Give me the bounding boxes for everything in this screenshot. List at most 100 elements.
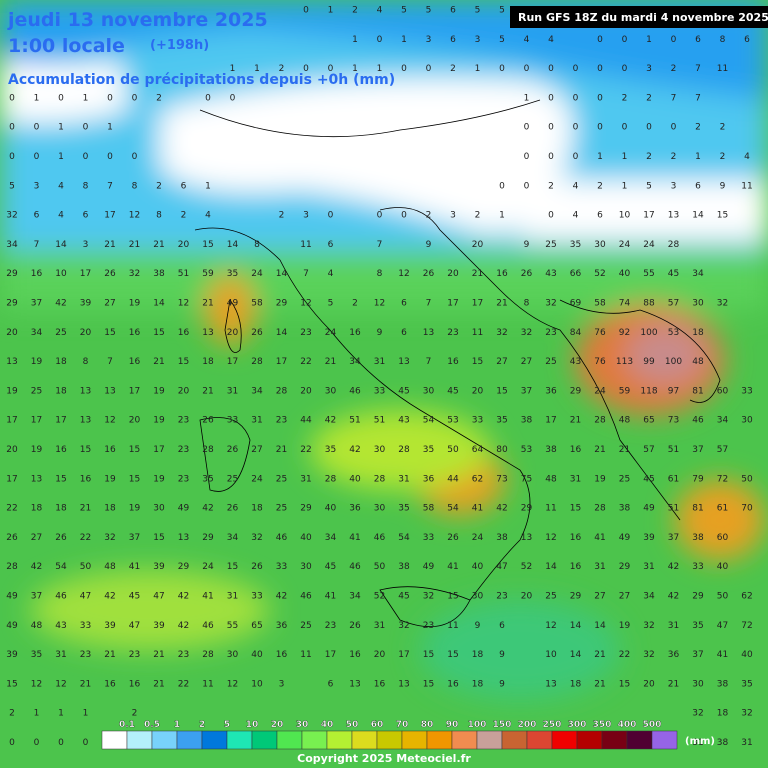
grid-value: 54 bbox=[447, 504, 459, 514]
grid-value: 28 bbox=[325, 474, 337, 484]
grid-value: 34 bbox=[227, 533, 239, 543]
grid-value: 2 bbox=[646, 152, 652, 162]
grid-value: 2 bbox=[695, 123, 701, 133]
legend-label: 40 bbox=[321, 720, 334, 730]
grid-value: 9 bbox=[426, 240, 432, 250]
legend-label: 30 bbox=[296, 720, 309, 730]
grid-value: 37 bbox=[521, 386, 532, 396]
legend-swatch bbox=[326, 730, 353, 750]
grid-value: 35 bbox=[31, 650, 42, 660]
grid-value: 20 bbox=[178, 240, 190, 250]
grid-value: 41 bbox=[349, 533, 360, 543]
grid-value: 15 bbox=[104, 328, 115, 338]
grid-value: 0 bbox=[230, 93, 236, 103]
grid-value: 41 bbox=[717, 650, 728, 660]
grid-value: 28 bbox=[374, 474, 386, 484]
grid-value: 13 bbox=[349, 679, 360, 689]
grid-value: 51 bbox=[349, 416, 360, 426]
grid-value: 15 bbox=[153, 533, 164, 543]
grid-value: 69 bbox=[570, 299, 582, 309]
grid-value: 46 bbox=[300, 592, 312, 602]
grid-value: 24 bbox=[472, 533, 484, 543]
grid-value: 22 bbox=[619, 650, 630, 660]
legend-label: 300 bbox=[568, 720, 587, 730]
grid-value: 36 bbox=[349, 504, 361, 514]
grid-value: 1 bbox=[475, 64, 481, 74]
grid-value: 16 bbox=[374, 679, 386, 689]
legend-label: 200 bbox=[518, 720, 537, 730]
grid-value: 2 bbox=[426, 211, 432, 221]
grid-value: 26 bbox=[251, 562, 263, 572]
grid-value: 7 bbox=[671, 93, 677, 103]
grid-value: 48 bbox=[31, 621, 43, 631]
grid-value: 45 bbox=[325, 562, 336, 572]
grid-value: 19 bbox=[619, 621, 631, 631]
grid-value: 62 bbox=[472, 474, 483, 484]
grid-value: 50 bbox=[741, 474, 753, 484]
grid-value: 28 bbox=[276, 386, 288, 396]
grid-value: 45 bbox=[668, 269, 679, 279]
grid-value: 27 bbox=[31, 533, 42, 543]
legend-label: 20 bbox=[271, 720, 284, 730]
grid-value: 0 bbox=[671, 35, 677, 45]
grid-value: 32 bbox=[643, 650, 654, 660]
grid-value: 0 bbox=[646, 123, 652, 133]
grid-value: 17 bbox=[643, 211, 654, 221]
grid-value: 0 bbox=[401, 211, 407, 221]
grid-value: 21 bbox=[153, 357, 164, 367]
grid-value: 40 bbox=[717, 562, 729, 572]
grid-value: 0 bbox=[573, 93, 579, 103]
grid-value: 9 bbox=[720, 181, 726, 191]
grid-value: 49 bbox=[643, 504, 655, 514]
grid-value: 0 bbox=[597, 64, 603, 74]
grid-value: 32 bbox=[6, 211, 17, 221]
grid-value: 113 bbox=[616, 357, 633, 367]
grid-value: 30 bbox=[692, 679, 704, 689]
grid-value: 72 bbox=[717, 474, 728, 484]
grid-value: 30 bbox=[472, 592, 484, 602]
grid-value: 1 bbox=[646, 35, 652, 45]
legend-swatch bbox=[226, 730, 253, 750]
grid-value: 25 bbox=[545, 592, 556, 602]
grid-value: 17 bbox=[129, 386, 140, 396]
grid-value: 1 bbox=[205, 181, 211, 191]
grid-value: 0 bbox=[524, 123, 530, 133]
grid-value: 0 bbox=[548, 152, 554, 162]
grid-value: 32 bbox=[496, 328, 507, 338]
grid-value: 58 bbox=[594, 299, 606, 309]
grid-value: 0 bbox=[205, 93, 211, 103]
grid-value: 30 bbox=[325, 386, 337, 396]
grid-value: 3 bbox=[426, 35, 432, 45]
grid-value: 22 bbox=[300, 445, 311, 455]
grid-value: 53 bbox=[521, 445, 532, 455]
grid-value: 21 bbox=[153, 650, 164, 660]
grid-value: 60 bbox=[717, 533, 729, 543]
grid-value: 6 bbox=[499, 621, 505, 631]
grid-value: 27 bbox=[496, 357, 507, 367]
grid-value: 13 bbox=[398, 357, 409, 367]
grid-value: 2 bbox=[720, 152, 726, 162]
grid-value: 21 bbox=[153, 240, 164, 250]
grid-value: 23 bbox=[178, 416, 189, 426]
grid-value: 15 bbox=[202, 240, 213, 250]
grid-value: 26 bbox=[227, 504, 239, 514]
grid-value: 15 bbox=[227, 562, 238, 572]
grid-value: 14 bbox=[55, 240, 67, 250]
grid-value: 31 bbox=[55, 650, 66, 660]
grid-value: 39 bbox=[104, 621, 116, 631]
legend-unit: (mm) bbox=[685, 736, 715, 747]
grid-value: 62 bbox=[741, 592, 752, 602]
legend-swatch bbox=[576, 730, 603, 750]
grid-value: 38 bbox=[153, 269, 165, 279]
grid-value: 17 bbox=[153, 445, 164, 455]
grid-value: 21 bbox=[619, 445, 630, 455]
grid-value: 8 bbox=[83, 357, 89, 367]
grid-value: 19 bbox=[6, 386, 18, 396]
grid-value: 46 bbox=[55, 592, 67, 602]
grid-value: 1 bbox=[328, 6, 334, 16]
grid-value: 73 bbox=[668, 416, 679, 426]
grid-value: 12 bbox=[300, 299, 311, 309]
grid-value: 1 bbox=[83, 93, 89, 103]
value-grid: 0 1 2 4 5 5 6 5 51 0 1 3 6 3 5 4 4 0 0 1 0 6 8 61 1 2 0 0 1 1 0 0 2 1 0 0 0 0… bbox=[6, 6, 753, 749]
